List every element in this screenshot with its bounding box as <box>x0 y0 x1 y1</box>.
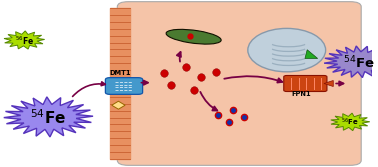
Polygon shape <box>324 46 378 78</box>
Polygon shape <box>331 113 370 131</box>
Text: $^{56}$Fe: $^{56}$Fe <box>15 34 34 47</box>
Ellipse shape <box>248 28 325 72</box>
Text: DMT1: DMT1 <box>110 70 131 76</box>
Text: $^{54}$Fe: $^{54}$Fe <box>30 108 67 127</box>
Polygon shape <box>4 97 93 137</box>
Polygon shape <box>4 31 45 49</box>
Text: $^{56}$Fe: $^{56}$Fe <box>341 117 359 128</box>
Polygon shape <box>305 50 318 58</box>
FancyBboxPatch shape <box>117 2 361 165</box>
FancyBboxPatch shape <box>284 75 327 92</box>
Polygon shape <box>324 80 333 87</box>
Polygon shape <box>112 101 125 109</box>
Text: $^{54}$Fe: $^{54}$Fe <box>344 54 375 71</box>
FancyBboxPatch shape <box>105 78 143 94</box>
Ellipse shape <box>166 29 221 44</box>
Text: FPN1: FPN1 <box>292 91 311 97</box>
Bar <box>110 8 130 159</box>
